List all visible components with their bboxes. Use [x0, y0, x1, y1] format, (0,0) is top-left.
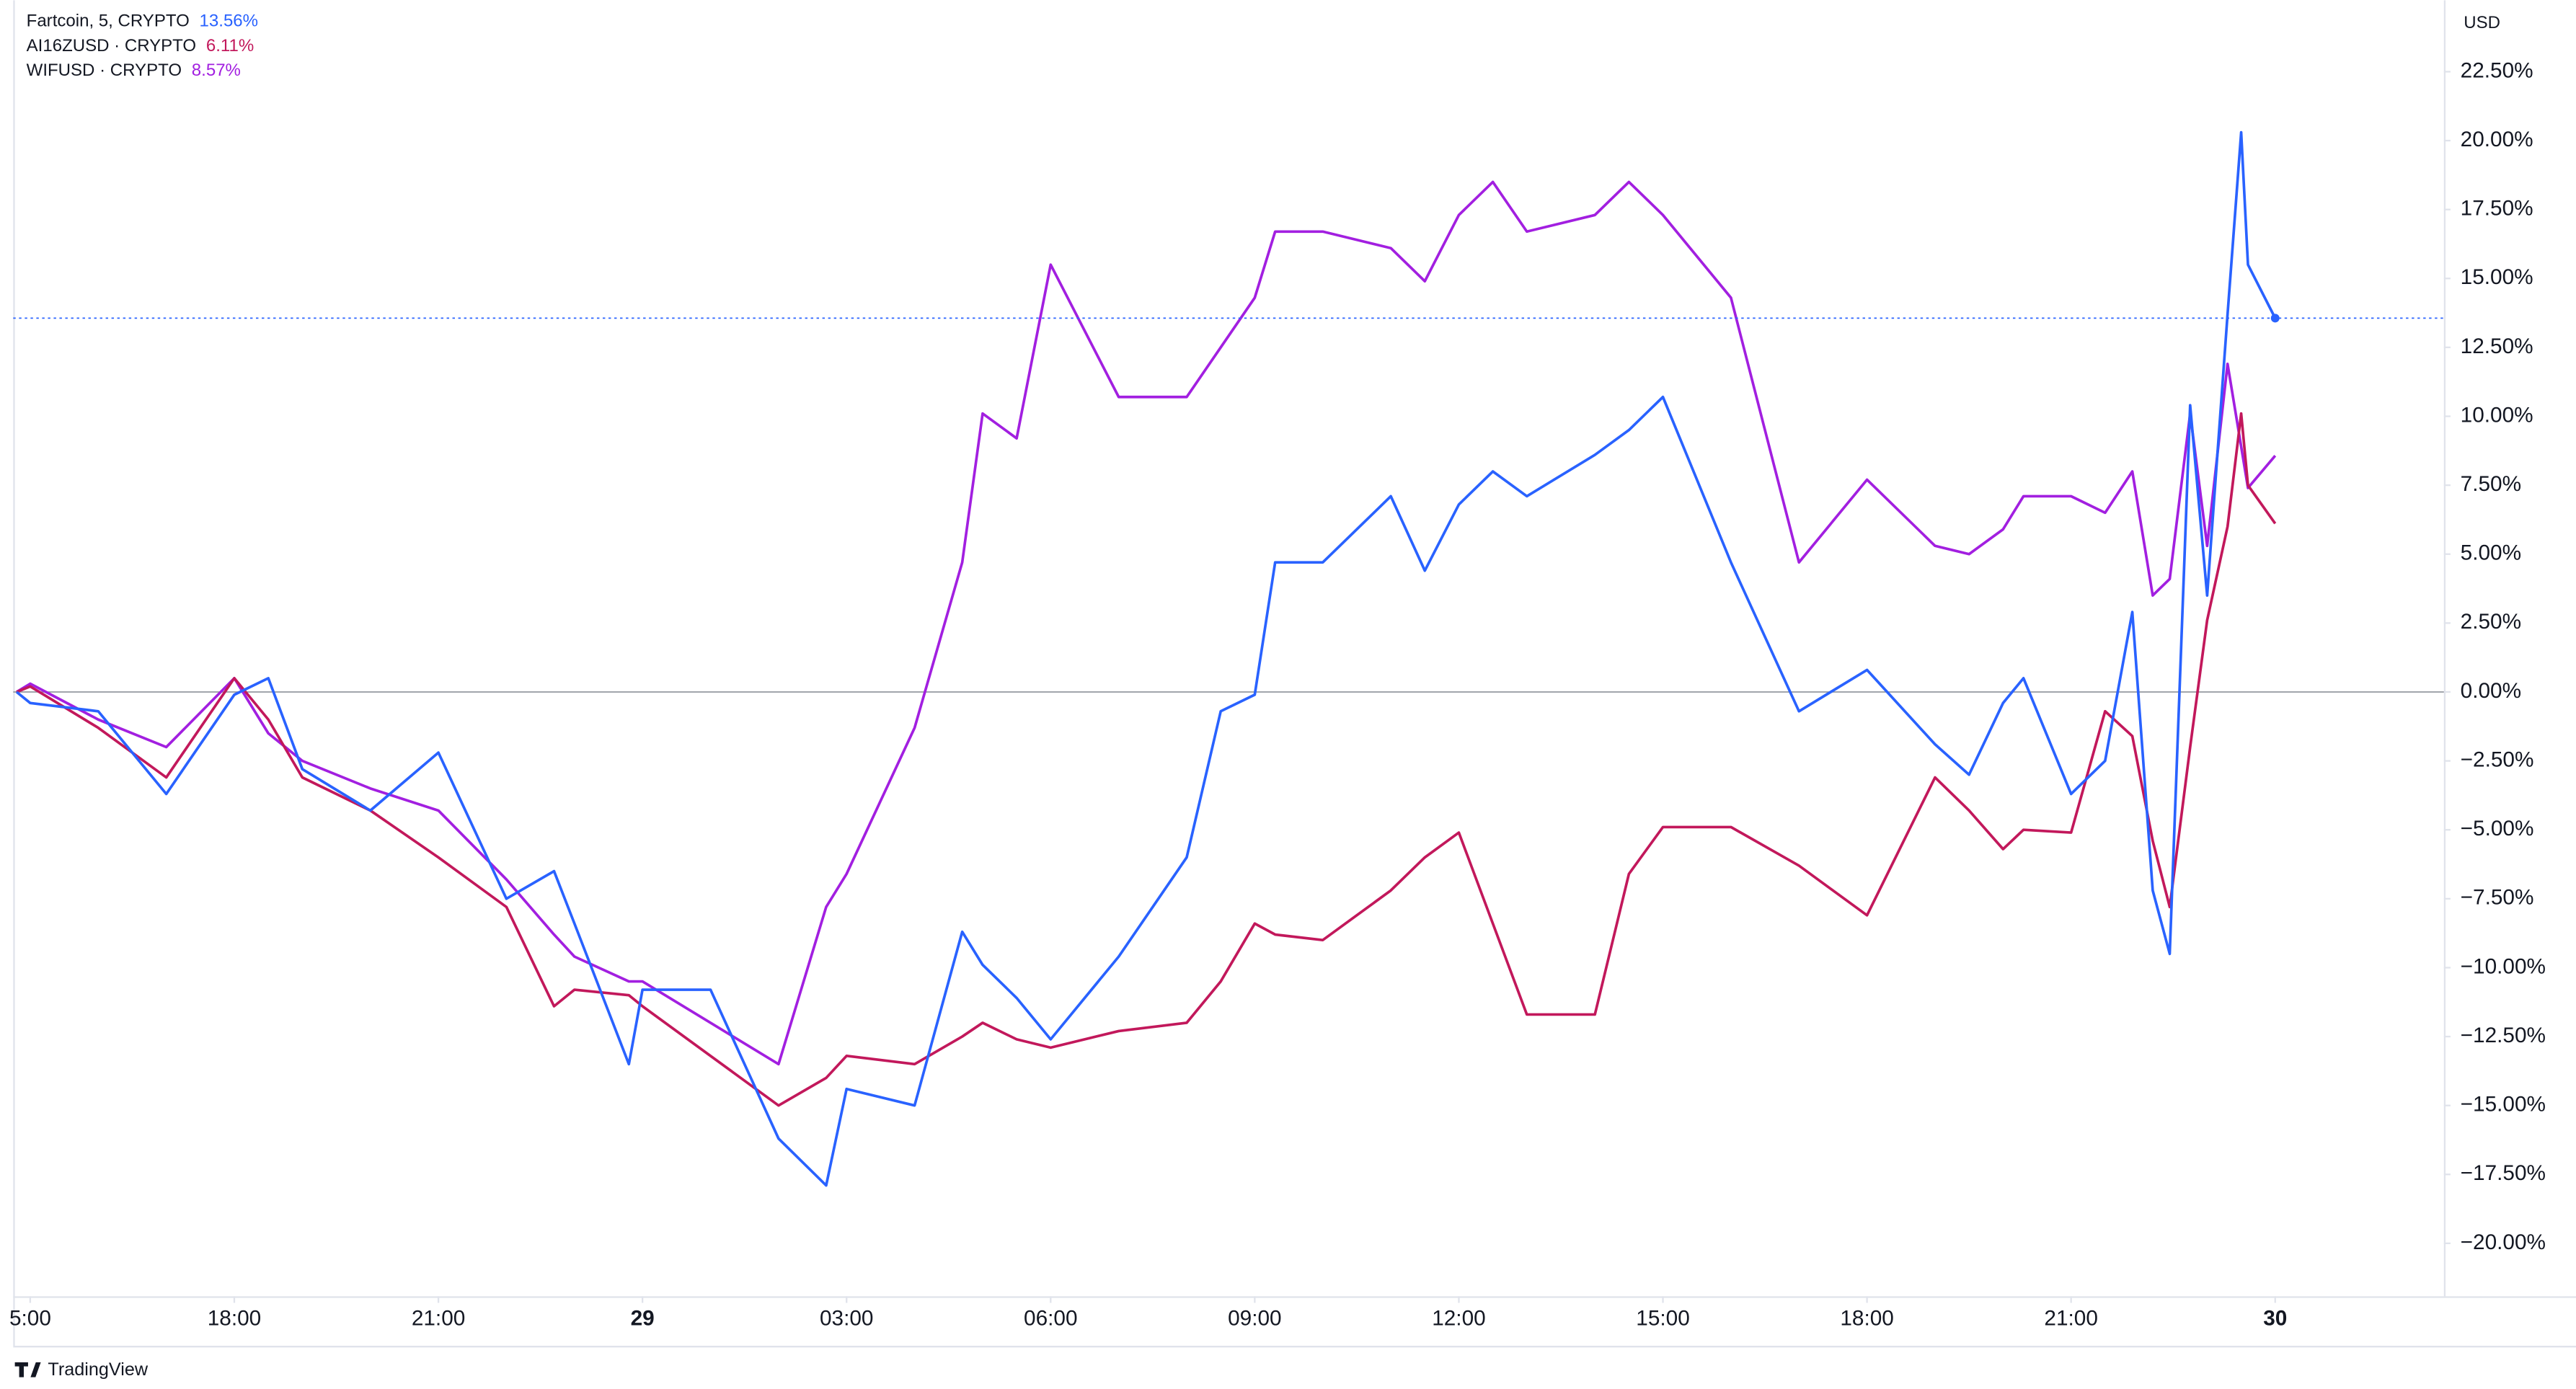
x-tick-label: 09:00: [1228, 1306, 1282, 1330]
y-tick-label: −17.50%: [2461, 1161, 2546, 1185]
legend-name: Fartcoin, 5, CRYPTO: [27, 12, 190, 31]
x-tick-label: 30: [2263, 1306, 2287, 1330]
y-tick-label: 12.50%: [2461, 334, 2533, 358]
last-price-dot: [2270, 314, 2280, 323]
y-tick-label: 2.50%: [2461, 610, 2521, 634]
legend-value: 13.56%: [200, 12, 259, 31]
y-tick-label: −7.50%: [2461, 886, 2534, 910]
x-tick-label: 15:00: [1636, 1306, 1690, 1330]
legend-name: WIFUSD · CRYPTO: [27, 61, 182, 80]
x-tick-label: 18:00: [208, 1306, 262, 1330]
y-tick-label: 7.50%: [2461, 472, 2521, 496]
series-line: [16, 412, 2277, 1107]
y-tick-label: 10.00%: [2461, 403, 2533, 427]
legend-name: AI16ZUSD · CRYPTO: [27, 36, 196, 56]
y-tick-label: 17.50%: [2461, 197, 2533, 221]
legend-item: WIFUSD · CRYPTO 8.57%: [27, 61, 241, 80]
x-tick-label: 18:00: [1840, 1306, 1894, 1330]
brand: TradingView: [14, 1359, 149, 1380]
x-tick-label: 29: [631, 1306, 655, 1330]
x-tick-label: 21:00: [412, 1306, 466, 1330]
y-tick-label: −20.00%: [2461, 1230, 2546, 1254]
y-tick-label: −15.00%: [2461, 1093, 2546, 1117]
y-tick-label: −5.00%: [2461, 817, 2534, 840]
x-tick-label: 06:00: [1024, 1306, 1078, 1330]
legend-value: 8.57%: [192, 61, 241, 80]
y-tick-label: −12.50%: [2461, 1024, 2546, 1047]
x-tick-label: 03:00: [820, 1306, 874, 1330]
brand-logo: [14, 1362, 41, 1377]
x-tick-label: 12:00: [1432, 1306, 1486, 1330]
y-tick-label: −10.00%: [2461, 954, 2546, 978]
y-tick-label: 5.00%: [2461, 541, 2521, 565]
y-tick-label: 15.00%: [2461, 265, 2533, 289]
y-tick-label: 22.50%: [2461, 58, 2533, 82]
y-tick-label: 20.00%: [2461, 128, 2533, 151]
brand-name: TradingView: [48, 1359, 148, 1380]
currency-label: USD: [2464, 13, 2500, 32]
legend-item: Fartcoin, 5, CRYPTO 13.56%: [27, 12, 258, 31]
legend-value: 6.11%: [206, 36, 254, 56]
y-tick-label: −2.50%: [2461, 747, 2534, 771]
series-line: [16, 180, 2277, 1066]
legend-item: AI16ZUSD · CRYPTO 6.11%: [27, 36, 254, 56]
series-line: [15, 130, 2277, 1187]
x-tick-label: 5:00: [9, 1306, 51, 1330]
y-tick-label: 0.00%: [2461, 679, 2521, 703]
x-tick-label: 21:00: [2044, 1306, 2098, 1330]
